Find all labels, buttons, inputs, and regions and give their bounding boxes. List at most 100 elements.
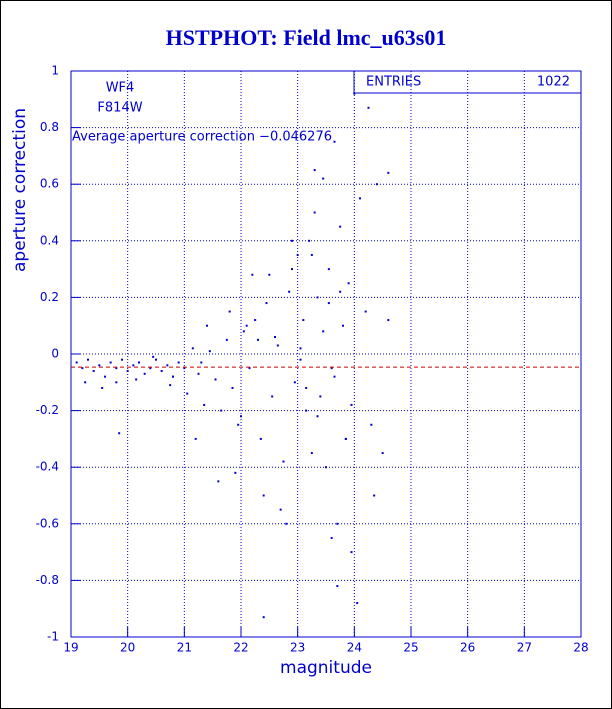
- point: [183, 367, 186, 370]
- x-tick-label: 28: [573, 641, 588, 655]
- point: [319, 395, 322, 398]
- y-tick-label: -0.2: [36, 403, 59, 417]
- point: [279, 508, 282, 511]
- point: [118, 432, 121, 435]
- x-tick-label: 26: [460, 641, 475, 655]
- point: [203, 403, 206, 406]
- point: [104, 375, 106, 378]
- point: [143, 372, 146, 375]
- point: [387, 319, 390, 322]
- y-tick-label: -0.6: [36, 516, 59, 530]
- plot-frame: [70, 70, 582, 638]
- point: [333, 375, 336, 378]
- point: [330, 536, 333, 539]
- point: [138, 361, 140, 364]
- point: [350, 551, 353, 554]
- point: [186, 392, 189, 395]
- point: [208, 350, 211, 353]
- point: [152, 355, 155, 358]
- point: [197, 372, 200, 375]
- point: [75, 361, 78, 364]
- point: [322, 330, 325, 333]
- point: [316, 296, 319, 299]
- point: [288, 290, 291, 293]
- point: [257, 338, 259, 341]
- point: [376, 183, 378, 186]
- point: [344, 437, 347, 440]
- y-tick-label: 0: [51, 347, 59, 361]
- point: [228, 310, 231, 313]
- point: [336, 522, 339, 525]
- point: [370, 423, 373, 426]
- point: [121, 358, 123, 361]
- x-tick-label: 24: [347, 641, 362, 655]
- y-tick-label: 0.8: [40, 120, 59, 134]
- point: [149, 367, 152, 370]
- x-tick-label: 27: [517, 641, 532, 655]
- point: [172, 375, 174, 378]
- point: [299, 347, 302, 350]
- y-tick-label: -1: [47, 630, 59, 644]
- point: [262, 616, 265, 619]
- point: [282, 460, 285, 463]
- point: [81, 367, 84, 370]
- point: [206, 324, 208, 327]
- point: [364, 310, 367, 313]
- point: [293, 381, 296, 384]
- point: [220, 409, 223, 412]
- point: [305, 386, 308, 389]
- point: [155, 358, 157, 361]
- point: [242, 330, 245, 333]
- point: [316, 415, 319, 418]
- point: [308, 239, 310, 242]
- point: [115, 367, 118, 370]
- point: [217, 480, 220, 483]
- annotation: F814W: [97, 101, 142, 116]
- chart-title: HSTPHOT: Field lmc_u63s01: [166, 25, 447, 50]
- point: [259, 437, 262, 440]
- point: [126, 369, 129, 372]
- point: [214, 378, 217, 381]
- point: [305, 409, 308, 412]
- point: [313, 211, 316, 214]
- point: [342, 324, 344, 327]
- point: [92, 369, 95, 372]
- point: [296, 253, 299, 256]
- x-tick-label: 25: [403, 641, 418, 655]
- point: [240, 415, 242, 418]
- point: [160, 369, 163, 372]
- point: [169, 384, 172, 387]
- point: [234, 471, 237, 474]
- point: [330, 367, 333, 370]
- point: [268, 273, 271, 276]
- point: [291, 239, 293, 242]
- y-tick-label: -0.8: [36, 573, 59, 587]
- point: [225, 338, 228, 341]
- point: [327, 302, 330, 305]
- point: [135, 378, 138, 381]
- point: [177, 361, 180, 364]
- point: [98, 364, 101, 367]
- point: [291, 268, 293, 271]
- point: [325, 466, 327, 469]
- point: [254, 319, 257, 322]
- point: [336, 585, 339, 588]
- point: [353, 92, 356, 95]
- point: [327, 268, 330, 271]
- point: [200, 361, 203, 364]
- point: [310, 452, 313, 455]
- y-tick-label: 0.4: [40, 233, 59, 247]
- point: [310, 253, 313, 256]
- point: [356, 602, 359, 605]
- point: [313, 169, 316, 172]
- y-tick-label: 0.6: [40, 177, 59, 191]
- point: [84, 381, 87, 384]
- point: [276, 344, 279, 347]
- point: [194, 437, 197, 440]
- point: [339, 225, 342, 228]
- y-axis-label: aperture correction: [10, 108, 30, 272]
- point: [237, 423, 240, 426]
- point: [350, 403, 353, 406]
- x-tick-label: 21: [177, 641, 192, 655]
